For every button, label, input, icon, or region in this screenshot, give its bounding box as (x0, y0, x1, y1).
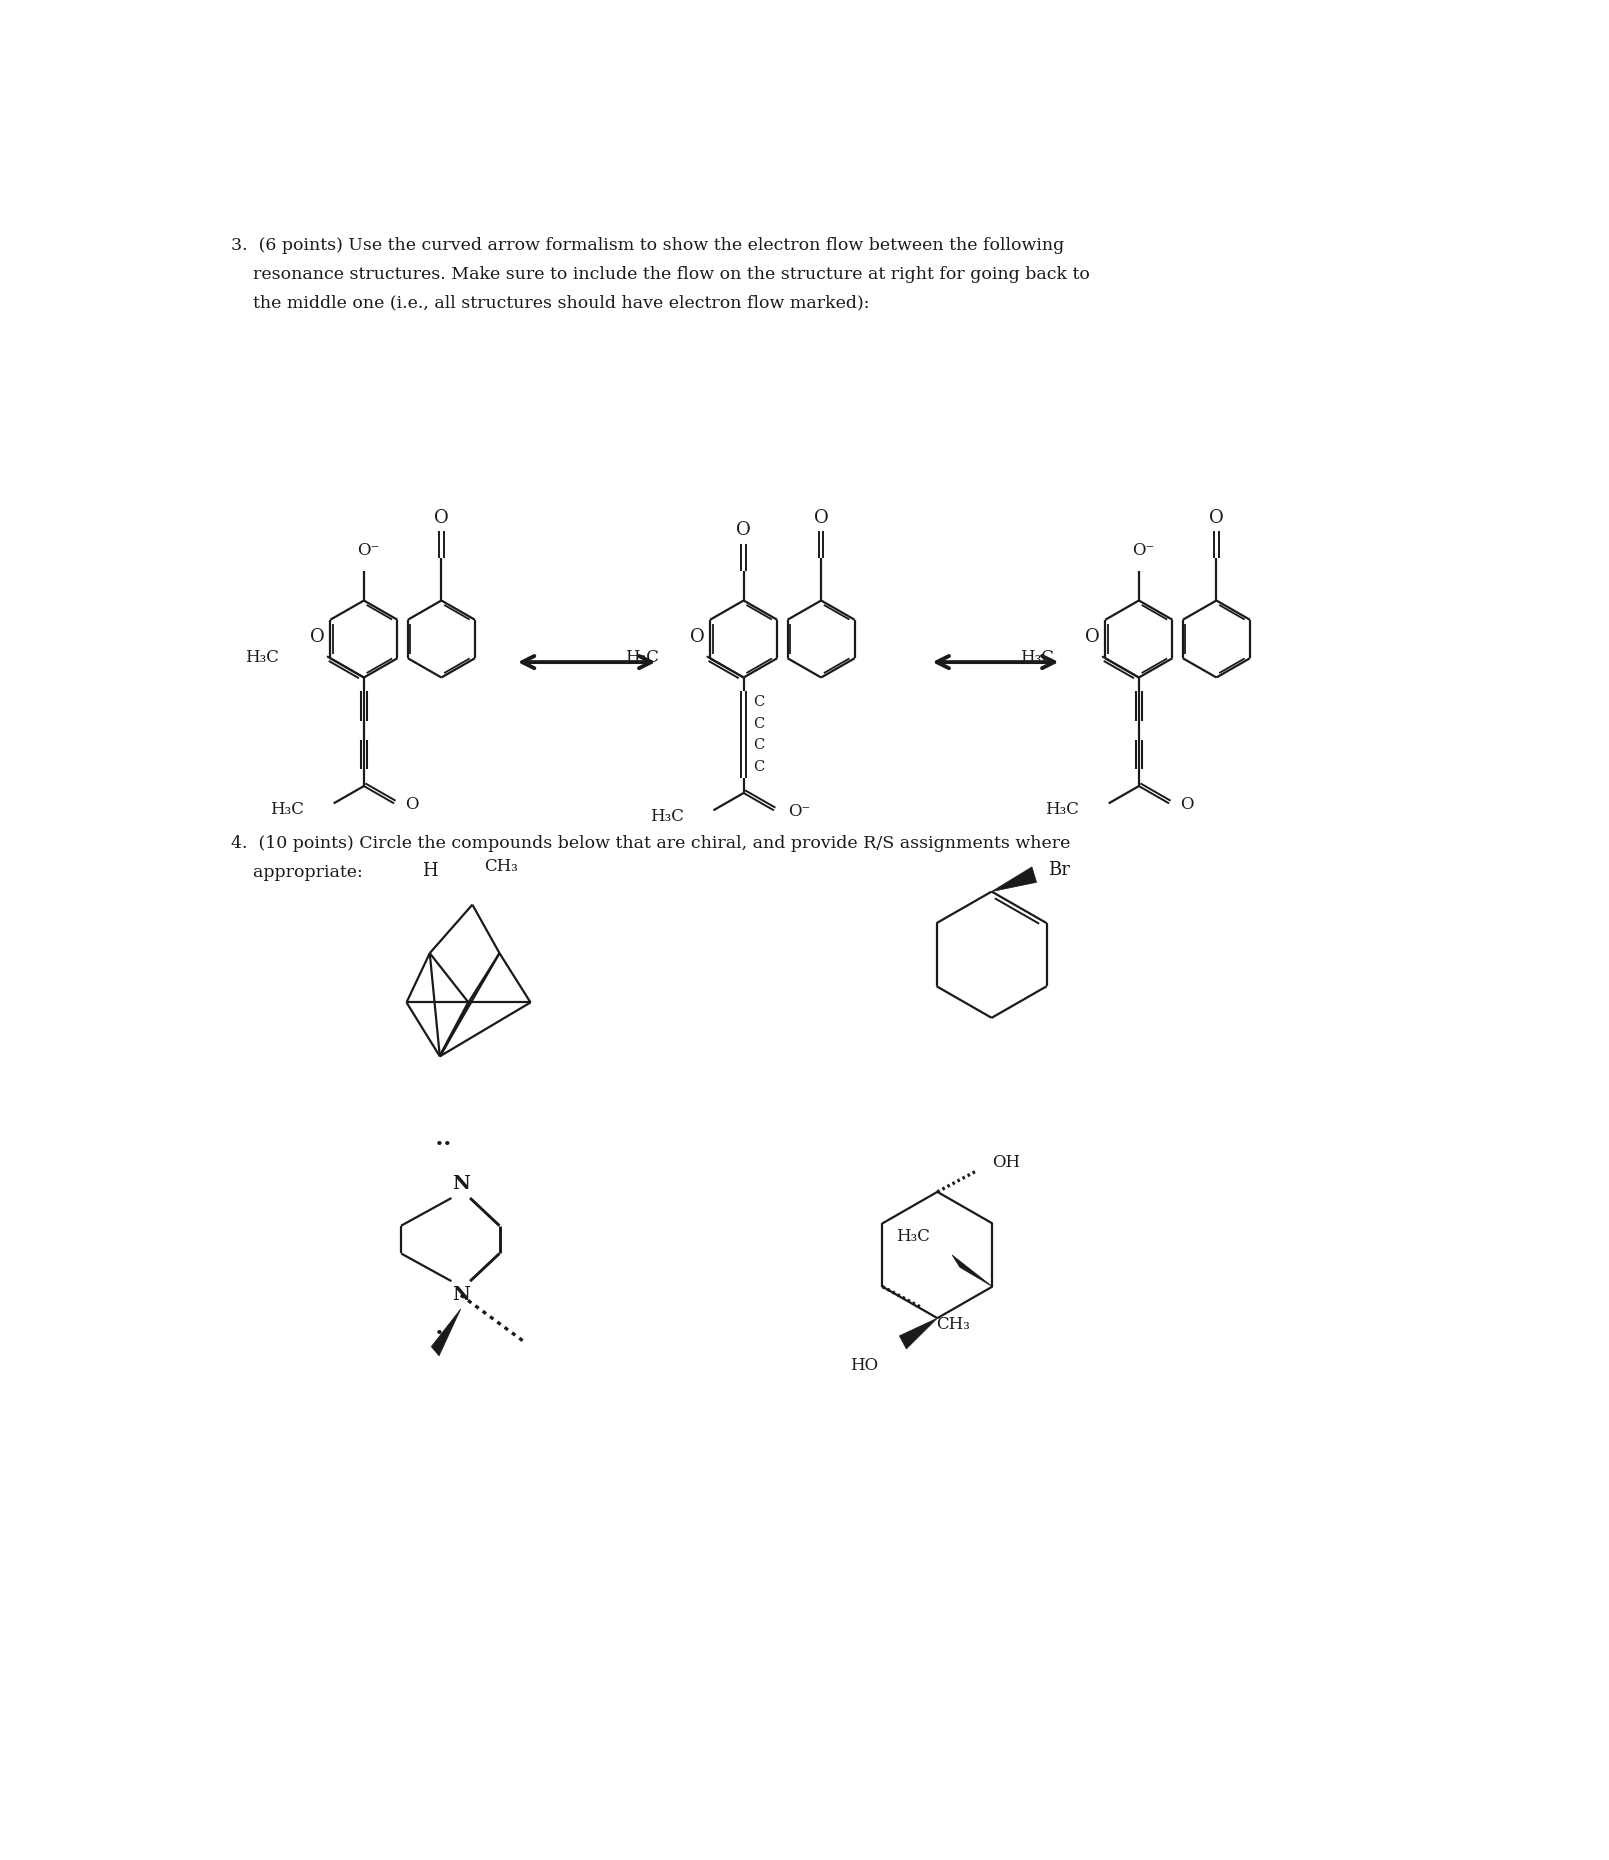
Text: H₃C: H₃C (1046, 802, 1080, 818)
Text: C: C (753, 738, 764, 751)
Text: HO: HO (850, 1356, 877, 1375)
Polygon shape (431, 1309, 460, 1356)
Text: Br: Br (1047, 861, 1070, 880)
Polygon shape (953, 1256, 993, 1287)
Text: O: O (405, 796, 418, 813)
Text: ••: •• (434, 1138, 452, 1151)
Text: H₃C: H₃C (650, 807, 684, 826)
Text: O: O (434, 510, 449, 526)
Text: resonance structures. Make sure to include the flow on the structure at right fo: resonance structures. Make sure to inclu… (230, 266, 1089, 283)
Text: O⁻: O⁻ (357, 541, 378, 560)
Text: C: C (753, 761, 764, 774)
Text: C: C (753, 696, 764, 709)
Text: O⁻: O⁻ (788, 804, 809, 820)
Text: H₃C: H₃C (245, 649, 278, 666)
Text: N: N (452, 1176, 470, 1192)
Text: O: O (1179, 796, 1194, 813)
Text: CH₃: CH₃ (936, 1315, 970, 1334)
Text: O: O (1208, 510, 1224, 526)
Text: H₃C: H₃C (896, 1228, 930, 1244)
Text: CH₃: CH₃ (484, 859, 518, 876)
Text: H₃C: H₃C (1020, 649, 1054, 666)
Text: appropriate:: appropriate: (230, 863, 362, 882)
Text: O⁻: O⁻ (1131, 541, 1154, 560)
Text: O: O (737, 521, 751, 539)
Text: the middle one (i.e., all structures should have electron flow marked):: the middle one (i.e., all structures sho… (230, 294, 869, 311)
Text: O: O (690, 629, 705, 645)
Text: 3.  (6 points) Use the curved arrow formalism to show the electron flow between : 3. (6 points) Use the curved arrow forma… (230, 236, 1064, 255)
Text: 4.  (10 points) Circle the compounds below that are chiral, and provide R/S assi: 4. (10 points) Circle the compounds belo… (230, 835, 1070, 852)
Text: N: N (452, 1285, 470, 1304)
Text: C: C (753, 716, 764, 731)
Text: OH: OH (991, 1153, 1020, 1172)
Text: H₃C: H₃C (270, 802, 304, 818)
Polygon shape (991, 867, 1036, 891)
Polygon shape (899, 1319, 938, 1348)
Text: H: H (422, 861, 438, 880)
Text: O: O (1086, 629, 1101, 645)
Text: H₃C: H₃C (624, 649, 658, 666)
Text: ••: •• (434, 1328, 452, 1341)
Text: O: O (311, 629, 325, 645)
Text: O: O (814, 510, 829, 526)
